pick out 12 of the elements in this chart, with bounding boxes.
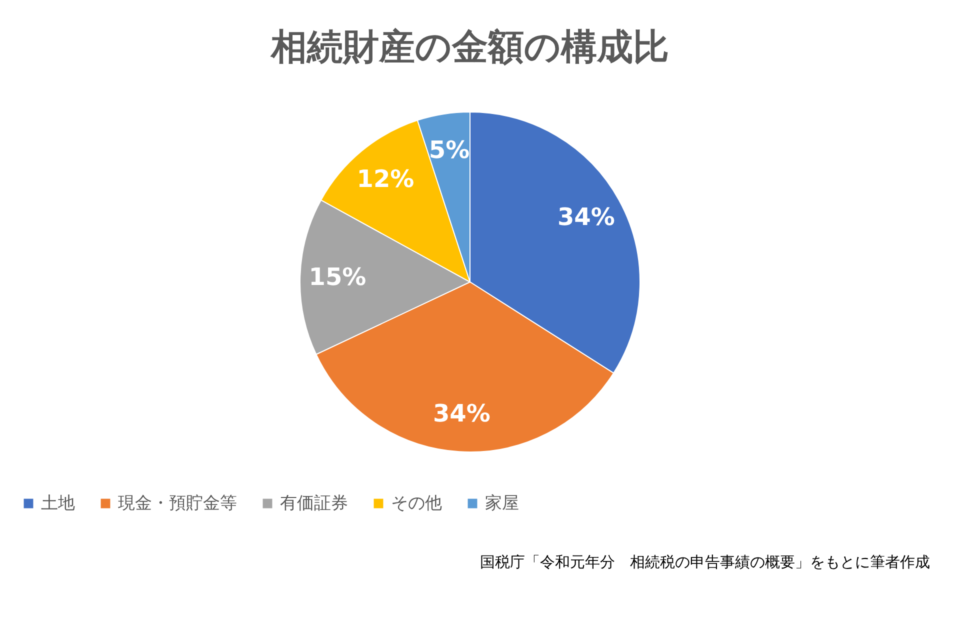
legend-label: 家屋 bbox=[485, 494, 519, 514]
data-label: 5% bbox=[428, 136, 470, 164]
legend-label: 土地 bbox=[41, 494, 75, 514]
data-label: 34% bbox=[432, 399, 490, 428]
legend-label: その他 bbox=[391, 494, 442, 514]
legend-label: 現金・預貯金等 bbox=[118, 494, 237, 514]
data-label: 34% bbox=[557, 203, 615, 232]
data-label: 15% bbox=[308, 262, 366, 291]
text: 国税庁「令和元年分 相続税の申告事績の概要」をもとに筆者作成 bbox=[480, 553, 930, 571]
chart-title: 相続財産の金額の構成比 bbox=[270, 27, 669, 68]
data-label: 12% bbox=[356, 164, 414, 193]
legend-label: 有価証券 bbox=[280, 494, 348, 514]
